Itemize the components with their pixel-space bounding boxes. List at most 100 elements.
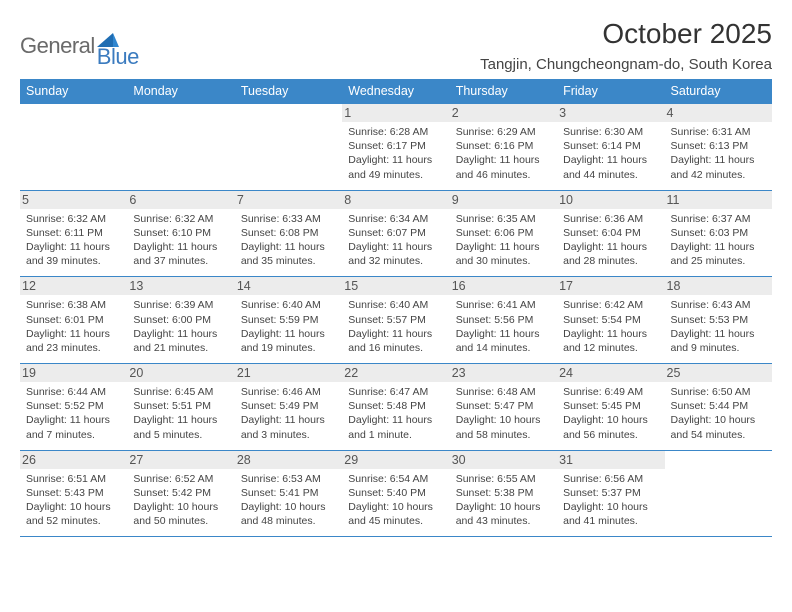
sunset-time: 5:43 PM: [65, 487, 104, 499]
daylight-label: Daylight:: [563, 154, 607, 166]
sunset-time: 6:13 PM: [709, 140, 748, 152]
calendar-day-cell: 15Sunrise: 6:40 AMSunset: 5:57 PMDayligh…: [342, 277, 449, 363]
day-info: Sunrise: 6:42 AMSunset: 5:54 PMDaylight:…: [563, 298, 658, 355]
sunset-label: Sunset:: [133, 314, 172, 326]
day-info: Sunrise: 6:35 AMSunset: 6:06 PMDaylight:…: [456, 212, 551, 269]
calendar-day-cell: 1Sunrise: 6:28 AMSunset: 6:17 PMDaylight…: [342, 104, 449, 190]
sunset-time: 6:14 PM: [602, 140, 641, 152]
sunrise-label: Sunrise:: [456, 386, 497, 398]
sunset-label: Sunset:: [348, 400, 387, 412]
daylight-label: Daylight:: [26, 501, 70, 513]
sunrise-label: Sunrise:: [348, 126, 389, 138]
sunrise-time: 6:46 AM: [282, 386, 321, 398]
sunrise-time: 6:33 AM: [282, 213, 321, 225]
day-info: Sunrise: 6:50 AMSunset: 5:44 PMDaylight:…: [671, 385, 766, 442]
calendar-day-cell: 4Sunrise: 6:31 AMSunset: 6:13 PMDaylight…: [665, 104, 772, 190]
calendar-day-cell: 27Sunrise: 6:52 AMSunset: 5:42 PMDayligh…: [127, 451, 234, 537]
day-number: 10: [557, 191, 664, 209]
calendar-day-cell: 31Sunrise: 6:56 AMSunset: 5:37 PMDayligh…: [557, 451, 664, 537]
calendar-day-cell: 16Sunrise: 6:41 AMSunset: 5:56 PMDayligh…: [450, 277, 557, 363]
daylight-label: Daylight:: [26, 241, 70, 253]
calendar-day-cell: 5Sunrise: 6:32 AMSunset: 6:11 PMDaylight…: [20, 191, 127, 277]
sunset-time: 6:03 PM: [709, 227, 748, 239]
daylight-label: Daylight:: [456, 501, 500, 513]
day-info: Sunrise: 6:46 AMSunset: 5:49 PMDaylight:…: [241, 385, 336, 442]
daylight-label: Daylight:: [133, 328, 177, 340]
sunset-label: Sunset:: [133, 400, 172, 412]
day-info: Sunrise: 6:32 AMSunset: 6:10 PMDaylight:…: [133, 212, 228, 269]
daylight-label: Daylight:: [671, 414, 715, 426]
title-block: October 2025 Tangjin, Chungcheongnam-do,…: [480, 18, 772, 73]
daylight-label: Daylight:: [671, 154, 715, 166]
sunset-time: 6:06 PM: [494, 227, 533, 239]
calendar-day-cell: 17Sunrise: 6:42 AMSunset: 5:54 PMDayligh…: [557, 277, 664, 363]
calendar-day-cell: 12Sunrise: 6:38 AMSunset: 6:01 PMDayligh…: [20, 277, 127, 363]
weekday-header-cell: Saturday: [665, 79, 772, 104]
sunset-label: Sunset:: [348, 140, 387, 152]
sunrise-label: Sunrise:: [26, 386, 67, 398]
daylight-label: Daylight:: [133, 501, 177, 513]
sunset-label: Sunset:: [456, 487, 495, 499]
sunrise-label: Sunrise:: [26, 299, 67, 311]
weekday-header-cell: Sunday: [20, 79, 127, 104]
sunset-time: 6:17 PM: [387, 140, 426, 152]
day-number: [20, 104, 127, 122]
sunrise-label: Sunrise:: [671, 299, 712, 311]
day-info: Sunrise: 6:30 AMSunset: 6:14 PMDaylight:…: [563, 125, 658, 182]
calendar-day-cell: 7Sunrise: 6:33 AMSunset: 6:08 PMDaylight…: [235, 191, 342, 277]
sunset-label: Sunset:: [241, 400, 280, 412]
calendar-day-cell: 25 Sunrise: 6:50 AMSunset: 5:44 PMDayligh…: [665, 364, 772, 450]
day-number: 7: [235, 191, 342, 209]
sunrise-label: Sunrise:: [241, 386, 282, 398]
sunset-time: 6:16 PM: [494, 140, 533, 152]
calendar-day-cell: [235, 104, 342, 190]
day-info: Sunrise: 6:43 AMSunset: 5:53 PMDaylight:…: [671, 298, 766, 355]
day-number: 20: [127, 364, 234, 382]
weekday-header-cell: Thursday: [450, 79, 557, 104]
sunset-label: Sunset:: [456, 227, 495, 239]
daylight-label: Daylight:: [26, 414, 70, 426]
sunset-label: Sunset:: [456, 314, 495, 326]
day-number: [127, 104, 234, 122]
sunrise-time: 6:52 AM: [175, 473, 214, 485]
calendar-day-cell: [665, 451, 772, 537]
daylight-label: Daylight:: [348, 328, 392, 340]
day-info: Sunrise: 6:54 AMSunset: 5:40 PMDaylight:…: [348, 472, 443, 529]
sunrise-time: 6:47 AM: [390, 386, 429, 398]
calendar-day-cell: 28Sunrise: 6:53 AMSunset: 5:41 PMDayligh…: [235, 451, 342, 537]
calendar-day-cell: 11Sunrise: 6:37 AMSunset: 6:03 PMDayligh…: [665, 191, 772, 277]
day-info: Sunrise: 6:41 AMSunset: 5:56 PMDaylight:…: [456, 298, 551, 355]
sunrise-label: Sunrise:: [563, 126, 604, 138]
day-info: Sunrise: 6:52 AMSunset: 5:42 PMDaylight:…: [133, 472, 228, 529]
day-info: Sunrise: 6:28 AMSunset: 6:17 PMDaylight:…: [348, 125, 443, 182]
sunrise-label: Sunrise:: [26, 213, 67, 225]
sunrise-time: 6:50 AM: [712, 386, 751, 398]
sunrise-label: Sunrise:: [671, 213, 712, 225]
sunset-label: Sunset:: [671, 314, 710, 326]
day-info: Sunrise: 6:39 AMSunset: 6:00 PMDaylight:…: [133, 298, 228, 355]
calendar-day-cell: 14Sunrise: 6:40 AMSunset: 5:59 PMDayligh…: [235, 277, 342, 363]
day-info: Sunrise: 6:40 AMSunset: 5:59 PMDaylight:…: [241, 298, 336, 355]
sunset-time: 5:48 PM: [387, 400, 426, 412]
sunrise-label: Sunrise:: [563, 386, 604, 398]
calendar-week-row: 26Sunrise: 6:51 AMSunset: 5:43 PMDayligh…: [20, 451, 772, 538]
sunset-time: 5:57 PM: [387, 314, 426, 326]
day-number: [235, 104, 342, 122]
day-number: 31: [557, 451, 664, 469]
sunset-time: 5:37 PM: [602, 487, 641, 499]
daylight-label: Daylight:: [563, 328, 607, 340]
day-number: 25: [665, 364, 772, 382]
day-number: 2: [450, 104, 557, 122]
sunrise-time: 6:32 AM: [67, 213, 106, 225]
calendar-grid: SundayMondayTuesdayWednesdayThursdayFrid…: [20, 79, 772, 537]
sunset-label: Sunset:: [241, 227, 280, 239]
sunset-label: Sunset:: [671, 227, 710, 239]
sunrise-label: Sunrise:: [26, 473, 67, 485]
sunrise-label: Sunrise:: [456, 473, 497, 485]
sunset-label: Sunset:: [348, 487, 387, 499]
sunset-time: 5:47 PM: [494, 400, 533, 412]
day-number: 13: [127, 277, 234, 295]
daylight-label: Daylight:: [348, 414, 392, 426]
sunset-label: Sunset:: [563, 314, 602, 326]
sunset-time: 6:01 PM: [65, 314, 104, 326]
